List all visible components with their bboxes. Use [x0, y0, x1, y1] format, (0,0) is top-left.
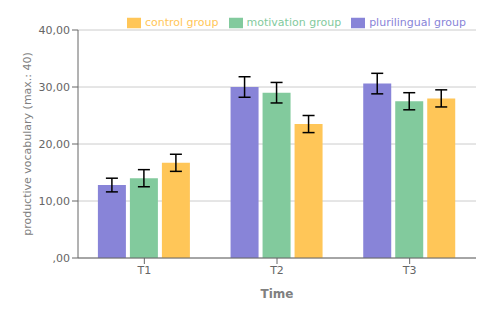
- html-text:control group: control group: [145, 16, 219, 29]
- html-text:motivation group: motivation group: [246, 16, 342, 29]
- svg-text:,00: ,00: [53, 252, 71, 265]
- svg-text:productive vocabulary (max.: 4: productive vocabulary (max.: 40): [21, 52, 34, 236]
- svg-text:20,00: 20,00: [39, 138, 71, 151]
- svg-text:10,00: 10,00: [39, 195, 71, 208]
- svg-text:40,00: 40,00: [39, 24, 71, 37]
- svg-text:T1: T1: [136, 264, 151, 277]
- svg-text:Time: Time: [261, 287, 294, 301]
- svg-text:T3: T3: [402, 264, 417, 277]
- svg-text:T2: T2: [269, 264, 284, 277]
- svg-text:30,00: 30,00: [39, 81, 71, 94]
- html-text:plurilingual group: plurilingual group: [369, 16, 466, 29]
